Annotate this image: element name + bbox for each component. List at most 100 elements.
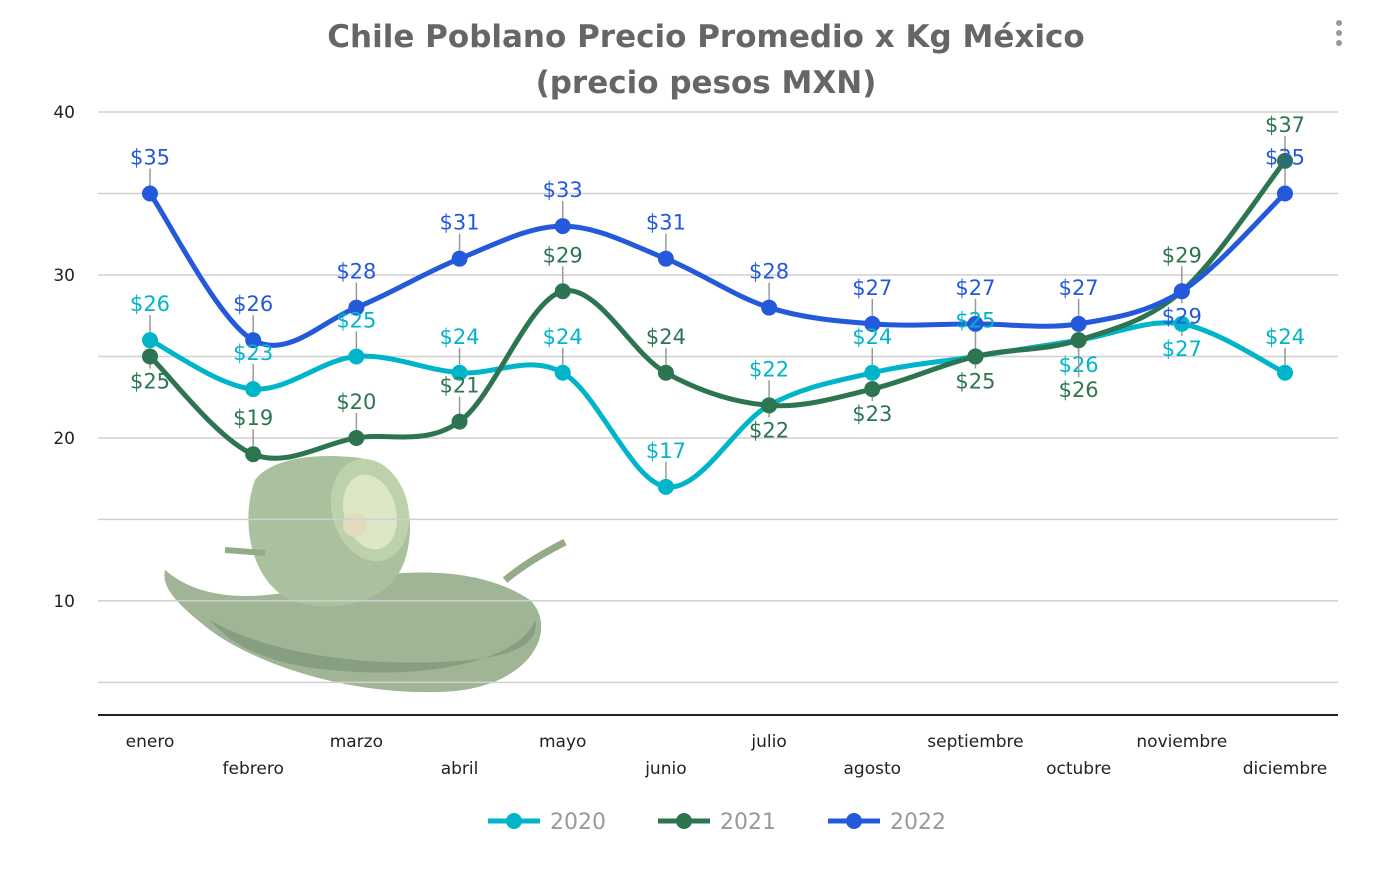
data-point[interactable] [451,413,468,430]
data-label: $24 [543,325,583,349]
data-label: $25 [336,308,376,332]
data-label: $17 [646,439,686,463]
x-tick-label: marzo [330,732,383,752]
x-tick-label: mayo [539,732,586,752]
data-point[interactable] [245,332,262,349]
legend-marker [676,813,692,829]
data-point[interactable] [1277,185,1293,202]
data-label: $24 [1265,325,1305,349]
legend-item-2020[interactable]: 2020 [488,810,606,835]
chart-title: Chile Poblano Precio Promedio x Kg Méxic… [0,14,1400,106]
data-label: $27 [852,276,892,300]
data-label: $27 [1059,276,1099,300]
data-label: $27 [955,276,995,300]
title-line-2: (precio pesos MXN) [535,65,877,101]
data-point[interactable] [554,218,571,235]
legend-item-2021[interactable]: 2021 [658,810,776,835]
title-line-1: Chile Poblano Precio Promedio x Kg Méxic… [327,19,1085,55]
data-point[interactable] [761,299,778,316]
poblano-pepper-image [164,456,567,693]
data-label: $20 [336,390,376,414]
legend-label: 2021 [720,810,776,835]
x-tick-label: octubre [1046,759,1111,779]
vertical-ellipsis-icon[interactable] [1332,20,1346,50]
legend-label: 2022 [890,810,946,835]
data-point[interactable] [761,397,778,414]
data-label: $25 [130,369,170,393]
data-label: $29 [1162,243,1202,267]
y-tick-label: 30 [53,266,75,286]
data-point[interactable] [1277,364,1293,381]
data-label: $23 [233,341,273,365]
data-label: $24 [646,325,686,349]
x-tick-label: junio [644,759,686,779]
data-label: $29 [1162,304,1202,328]
data-label: $27 [1162,337,1202,361]
data-point[interactable] [967,348,984,365]
data-point[interactable] [451,250,468,267]
data-label: $25 [955,369,995,393]
series-line-2022 [147,191,1287,348]
data-point[interactable] [348,429,365,446]
data-point[interactable] [245,446,262,463]
data-point[interactable] [142,185,158,202]
data-point[interactable] [554,283,571,300]
x-tick-label: agosto [843,759,901,779]
data-point[interactable] [1070,332,1087,349]
x-tick-label: febrero [223,759,284,779]
data-label: $26 [130,292,170,316]
data-point[interactable] [967,315,984,332]
data-point[interactable] [142,332,158,349]
data-point[interactable] [864,364,881,381]
data-label: $22 [749,418,789,442]
data-point[interactable] [142,348,158,365]
x-tick-label: abril [441,759,479,779]
data-label: $24 [439,325,479,349]
data-label: $26 [1059,378,1099,402]
data-point[interactable] [657,250,674,267]
data-point[interactable] [864,381,881,398]
data-label: $35 [1265,145,1305,169]
x-tick-label: enero [126,732,175,752]
x-tick-label: noviembre [1136,732,1227,752]
data-label: $35 [130,145,170,169]
y-tick-label: 40 [53,103,75,123]
data-label: $22 [749,357,789,381]
data-point[interactable] [1277,152,1293,169]
series-2022 [142,185,1293,349]
data-label: $23 [852,402,892,426]
data-label: $26 [233,292,273,316]
data-point[interactable] [657,364,674,381]
y-tick-label: 10 [53,592,75,612]
data-point[interactable] [657,478,674,495]
data-label: $24 [852,325,892,349]
data-point[interactable] [245,381,262,398]
data-point[interactable] [1070,315,1087,332]
data-point[interactable] [348,299,365,316]
series-2021 [142,152,1293,463]
data-label: $28 [749,260,789,284]
x-tick-label: diciembre [1243,759,1327,779]
x-tick-label: julio [750,732,786,752]
data-label: $19 [233,406,273,430]
legend-marker [846,813,862,829]
series-line-2021 [148,159,1287,461]
data-point[interactable] [1173,315,1190,332]
data-label: $37 [1265,113,1305,137]
x-tick-label: septiembre [927,732,1023,752]
data-label: $33 [543,178,583,202]
data-point[interactable] [1173,283,1190,300]
data-point[interactable] [554,364,571,381]
data-label: $28 [336,260,376,284]
legend-item-2022[interactable]: 2022 [828,810,946,835]
data-point[interactable] [864,315,881,332]
data-label: $25 [955,308,995,332]
y-tick-label: 20 [53,429,75,449]
data-label: $31 [646,211,686,235]
data-label: $21 [439,374,479,398]
data-point[interactable] [348,348,365,365]
data-point[interactable] [451,364,468,381]
legend-marker [506,813,522,829]
data-label: $31 [439,211,479,235]
